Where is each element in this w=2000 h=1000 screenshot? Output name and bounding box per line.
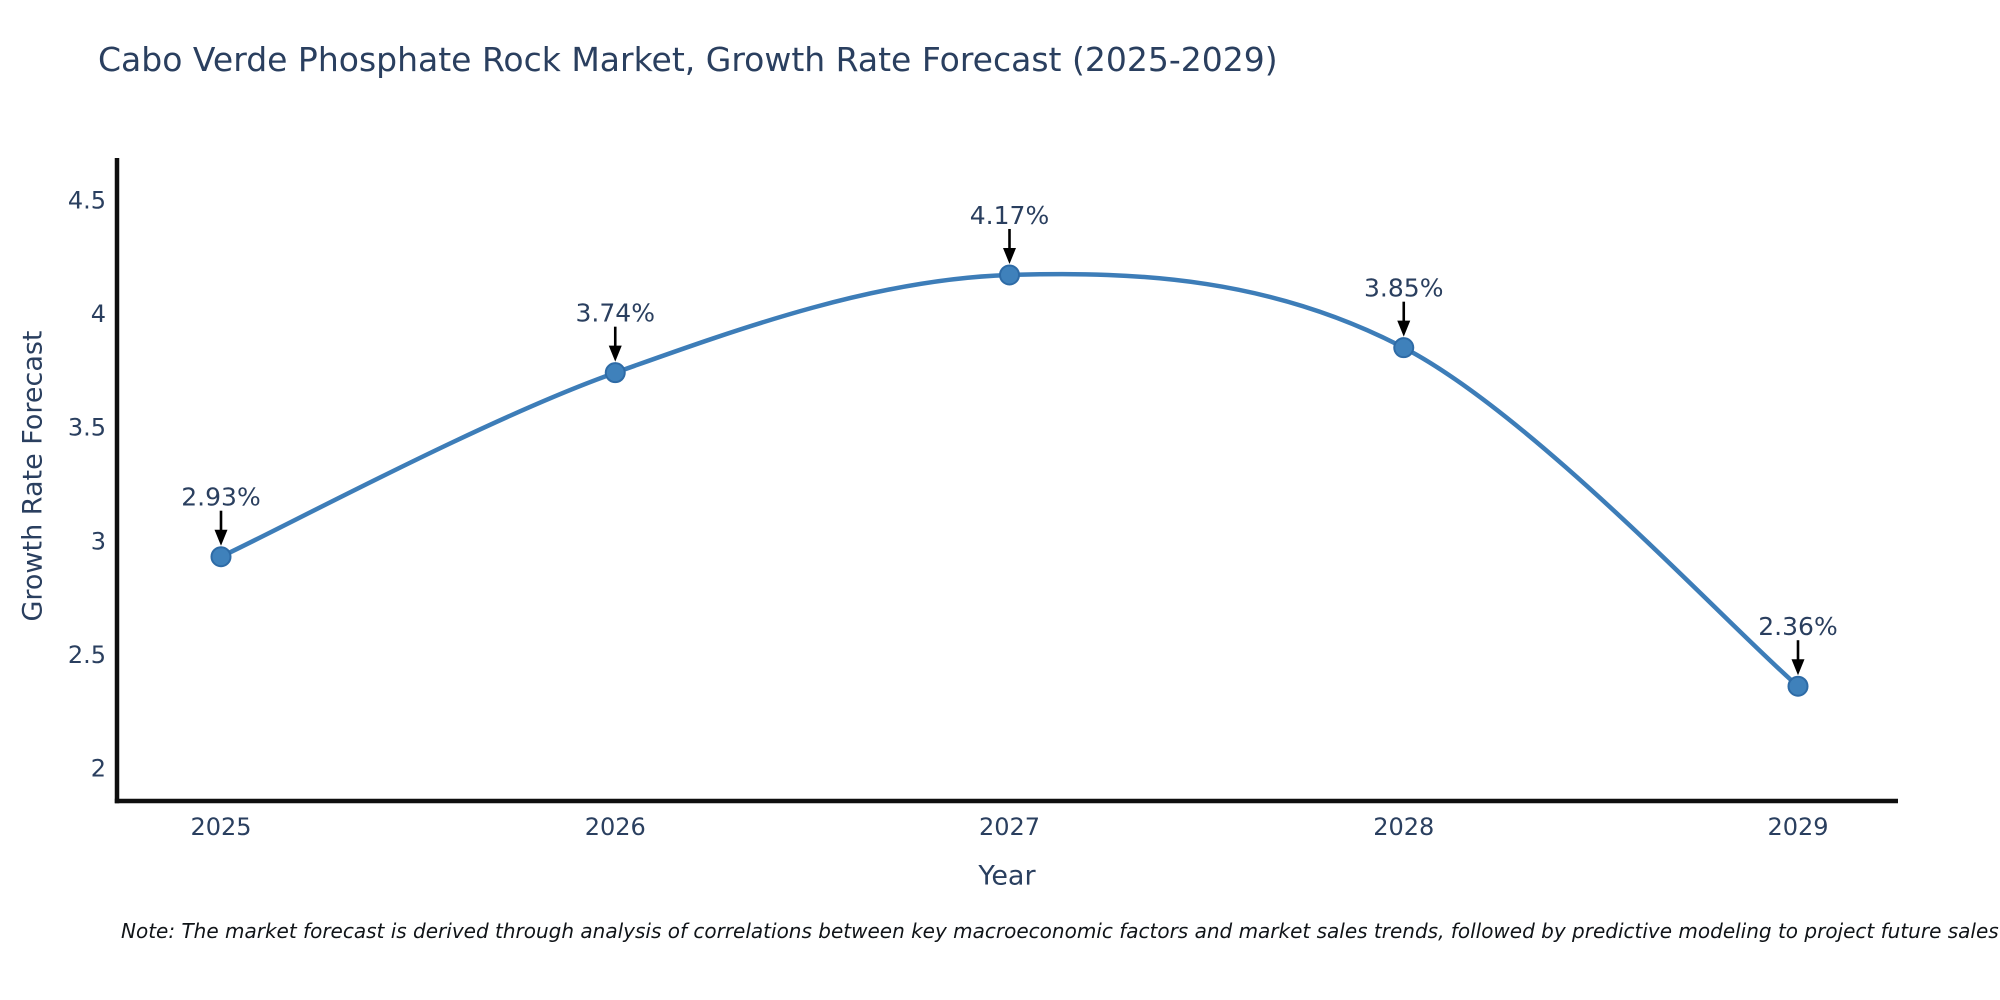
annotation-arrow-head xyxy=(1397,320,1411,337)
point-label: 4.17% xyxy=(970,201,1049,230)
data-point-marker xyxy=(604,362,626,384)
x-axis-title: Year xyxy=(978,860,1036,892)
y-tick-label: 3.5 xyxy=(68,414,106,442)
x-tick-label: 2026 xyxy=(585,813,646,841)
y-tick-label: 4.5 xyxy=(68,187,106,215)
y-tick-label: 3 xyxy=(91,527,106,555)
point-label: 2.93% xyxy=(181,483,260,512)
trend-line xyxy=(218,271,1801,689)
x-tick-label: 2027 xyxy=(979,813,1040,841)
data-point-marker xyxy=(1393,337,1415,359)
data-point-marker xyxy=(1787,675,1809,697)
point-label: 3.74% xyxy=(576,299,655,328)
x-tick-label: 2028 xyxy=(1373,813,1434,841)
point-label: 2.36% xyxy=(1758,612,1837,641)
x-tick-label: 2025 xyxy=(190,813,251,841)
annotation-arrow-head xyxy=(214,529,228,546)
annotation-arrow-head xyxy=(1791,659,1805,676)
y-tick-label: 2 xyxy=(91,755,106,783)
data-point-marker xyxy=(999,264,1020,286)
chart-title: Cabo Verde Phosphate Rock Market, Growth… xyxy=(98,40,1278,79)
x-tick-label: 2029 xyxy=(1767,813,1828,841)
footnote: Note: The market forecast is derived thr… xyxy=(121,919,1999,943)
point-label: 3.85% xyxy=(1364,274,1443,303)
annotation-arrow-head xyxy=(1003,247,1016,264)
data-point-marker xyxy=(210,546,232,568)
annotation-arrow-head xyxy=(608,345,622,362)
y-tick-label: 2.5 xyxy=(68,641,106,669)
y-tick-label: 4 xyxy=(91,300,106,328)
